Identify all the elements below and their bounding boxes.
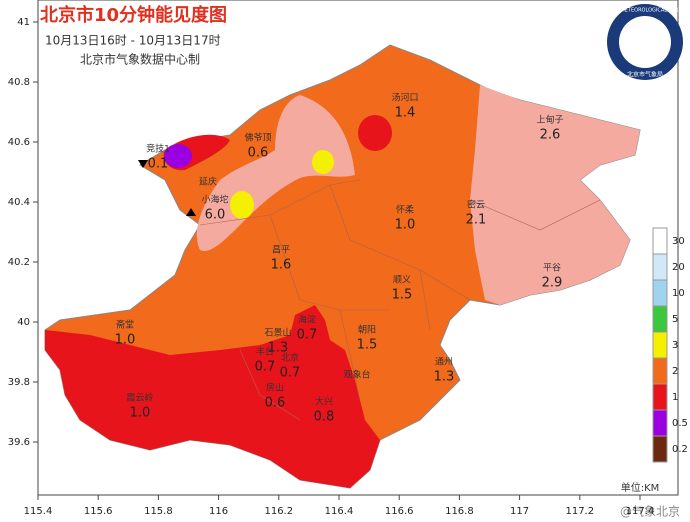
- lon-tick-label: 115.6: [84, 506, 113, 517]
- producer: 北京市气象数据中心制: [80, 52, 200, 67]
- purple-blob: [164, 144, 192, 168]
- station-value: 0.7: [280, 366, 301, 381]
- lat-tick-label: 40.4: [8, 197, 30, 208]
- station-name: 上甸子: [536, 114, 563, 126]
- station-value: 1.3: [434, 370, 455, 385]
- lon-tick-label: 117.2: [565, 506, 594, 517]
- lon-tick-label: 116.8: [445, 506, 474, 517]
- station-name: 汤河口: [391, 92, 418, 104]
- station-marker: [186, 208, 196, 216]
- red-zone: [45, 305, 380, 488]
- legend-label: 1: [672, 392, 678, 403]
- legend-cell: [652, 253, 668, 281]
- station-marker: [138, 160, 148, 168]
- red-blob: [358, 115, 392, 151]
- station-name: 密云: [467, 199, 485, 211]
- title: 北京市10分钟能见度图: [40, 4, 227, 26]
- district-boundaries: [199, 179, 601, 421]
- lon-tick-label: 116.6: [385, 506, 414, 517]
- yellow-blob: [312, 150, 334, 174]
- legend-label: 30: [672, 236, 685, 247]
- legend-cell: [652, 279, 668, 307]
- lon-tick-label: 115.4: [24, 506, 53, 517]
- legend-label: 2: [672, 366, 678, 377]
- lat-tick-label: 39.6: [8, 437, 30, 448]
- pink-zone-east: [470, 85, 640, 305]
- station-value: 2.1: [466, 213, 487, 228]
- station-name: 怀柔: [396, 204, 414, 216]
- legend-label: 0.2: [672, 444, 688, 455]
- station-name: 斋堂: [116, 319, 134, 331]
- period: 10月13日16时 - 10月13日17时: [45, 34, 221, 48]
- station-name: 北京: [281, 352, 299, 364]
- station-name: 小海坨: [201, 194, 228, 206]
- logo-text: BEIJING METEOROLOGICAL SERVICE: [600, 8, 690, 14]
- station-name: 平谷: [543, 263, 561, 274]
- legend-cell: [652, 331, 668, 359]
- lon-tick-label: 116.4: [325, 506, 354, 517]
- lon-tick-label: 116: [209, 506, 228, 517]
- legend-cell: [652, 227, 668, 255]
- station-value: 1.6: [271, 258, 292, 273]
- station-name: 竞技1: [146, 143, 170, 155]
- station-value: 0.7: [297, 328, 318, 343]
- legend-label: 3: [672, 340, 678, 351]
- station-value: 0.6: [265, 396, 286, 411]
- logo-inner: [619, 16, 671, 68]
- station-name: 霞云岭: [126, 392, 153, 404]
- lat-tick-label: 40.2: [8, 257, 30, 268]
- station-name: 房山: [266, 382, 284, 394]
- legend-label: 20: [672, 262, 685, 273]
- legend-cell: [652, 409, 668, 437]
- legend-unit: 单位:KM: [621, 481, 660, 494]
- station-value: 0.8: [314, 410, 335, 425]
- lon-tick-label: 117: [510, 506, 529, 517]
- legend-cell: [652, 357, 668, 385]
- station-value: 0.1: [148, 157, 169, 172]
- station-name: 延庆: [199, 176, 217, 188]
- station-value: 2.9: [542, 276, 563, 291]
- lon-tick-label: 116.2: [264, 506, 293, 517]
- station-value: 1.5: [357, 338, 378, 353]
- yellow-blob: [230, 191, 254, 219]
- station-name: 大兴: [315, 396, 333, 408]
- station-name: 通州: [435, 357, 453, 368]
- station-value: 1.4: [395, 106, 416, 121]
- legend-cell: [652, 305, 668, 333]
- station-value: 1.0: [395, 218, 416, 233]
- station-name: 丰台: [256, 346, 274, 358]
- legend-cell: [652, 383, 668, 411]
- lat-tick-label: 40.6: [8, 137, 30, 148]
- lon-tick-label: 115.8: [144, 506, 173, 517]
- lat-tick-label: 39.8: [8, 377, 30, 388]
- legend-label: 10: [672, 288, 685, 299]
- station-value: 1.0: [130, 406, 151, 421]
- legend-label: 0.5: [672, 418, 688, 429]
- station-name: 观象台: [343, 369, 370, 381]
- lat-tick-label: 40.8: [8, 77, 30, 88]
- station-name: 朝阳: [358, 325, 376, 336]
- station-name: 顺义: [393, 275, 411, 286]
- station-value: 6.0: [205, 208, 226, 223]
- lon-tick-label: 117.4: [626, 506, 655, 517]
- station-name: 海淀: [298, 314, 316, 326]
- lat-tick-label: 40: [17, 317, 30, 328]
- watermark: @气象北京: [620, 504, 680, 519]
- station-value: 0.6: [248, 146, 269, 161]
- station-name: 佛爷顶: [244, 132, 271, 144]
- station-name: 石景山: [264, 328, 291, 339]
- logo-org: 北京市气象局: [627, 71, 663, 79]
- legend-cell: [652, 435, 668, 463]
- station-value: 1.0: [115, 333, 136, 348]
- legend-label: 5: [672, 314, 678, 325]
- station-value: 2.6: [540, 128, 561, 143]
- station-value: 0.7: [255, 360, 276, 375]
- station-value: 1.3: [268, 341, 289, 356]
- station-value: 1.5: [392, 288, 413, 303]
- station-name: 昌平: [272, 245, 290, 256]
- lat-tick-label: 41: [17, 17, 30, 28]
